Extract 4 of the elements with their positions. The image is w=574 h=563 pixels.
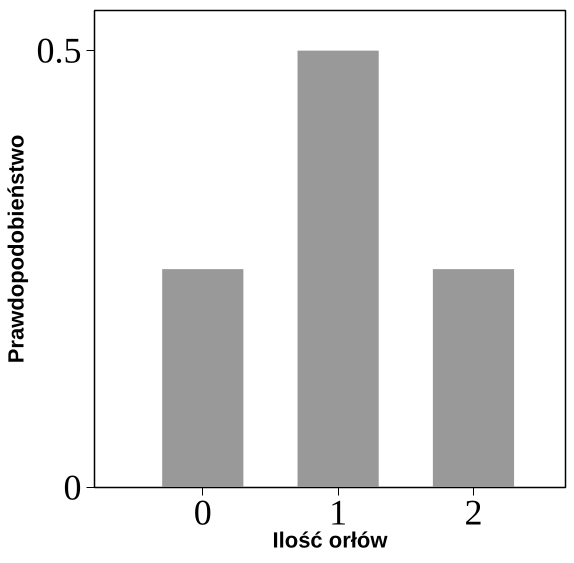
y-tick-label: 0.5 bbox=[36, 30, 82, 71]
x-tick-label: 0 bbox=[194, 492, 212, 532]
x-tick-label: 2 bbox=[464, 492, 482, 532]
y-axis-title: Prawdopodobieństwo bbox=[4, 134, 28, 364]
